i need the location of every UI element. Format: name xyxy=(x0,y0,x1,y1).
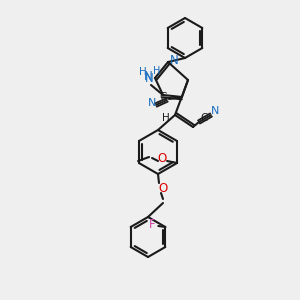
Text: F: F xyxy=(149,218,156,230)
Text: N: N xyxy=(169,53,178,67)
Text: H: H xyxy=(139,67,147,77)
Text: C: C xyxy=(159,92,167,102)
Text: H: H xyxy=(162,113,170,123)
Text: N: N xyxy=(144,70,152,83)
Text: N: N xyxy=(148,98,156,108)
Text: N: N xyxy=(211,106,219,116)
Text: N: N xyxy=(145,73,153,85)
Text: O: O xyxy=(158,152,167,166)
Text: C: C xyxy=(200,113,208,123)
Text: O: O xyxy=(158,182,168,196)
Text: H: H xyxy=(153,66,161,76)
